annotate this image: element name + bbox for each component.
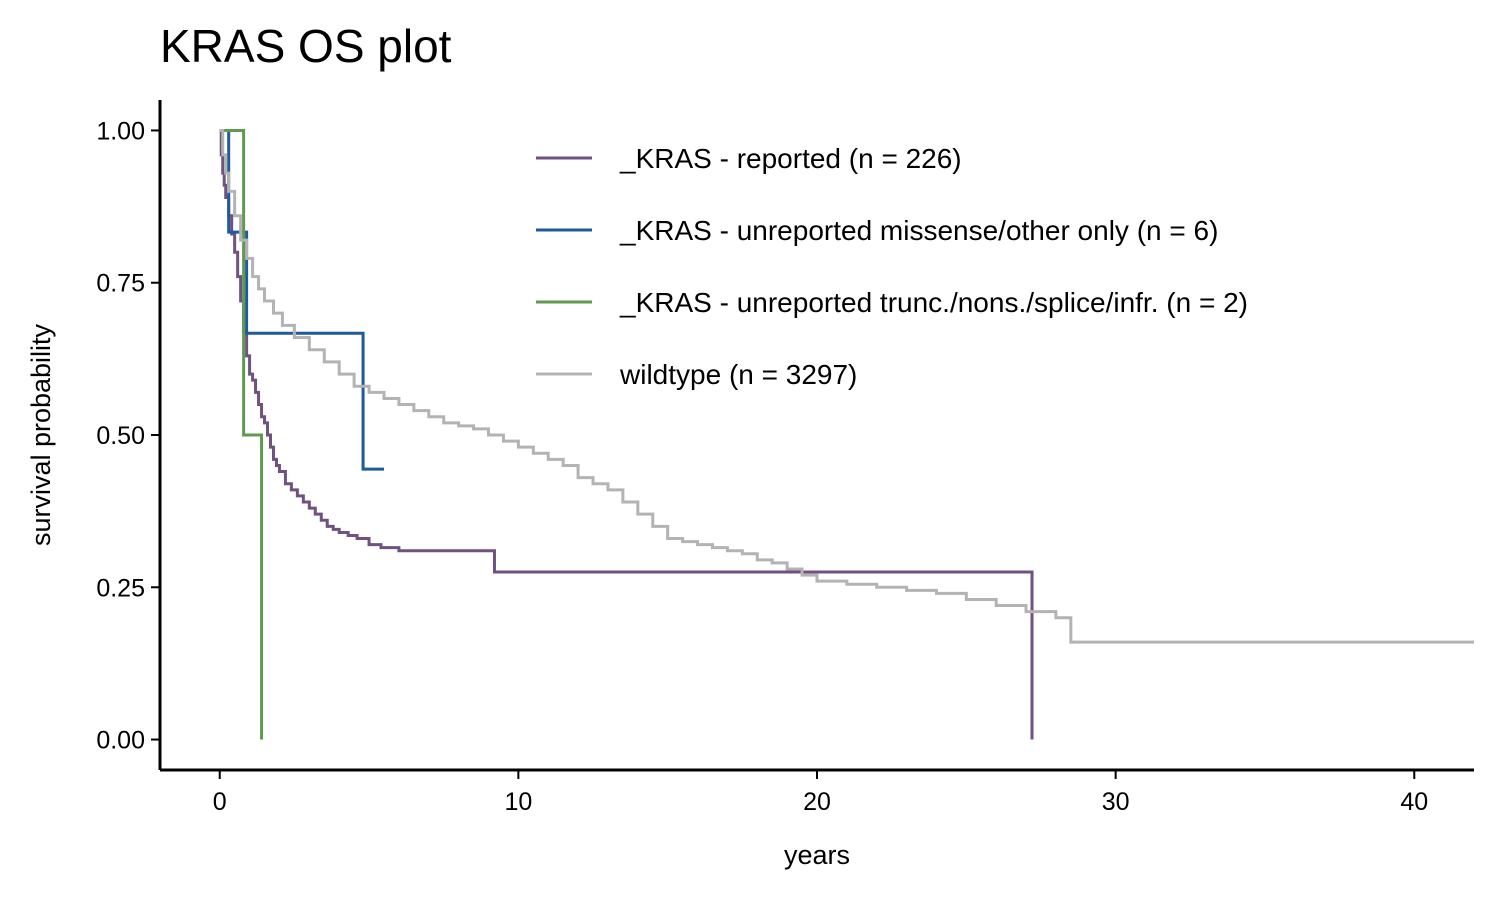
legend-label-3: _KRAS - unreported trunc./nons./splice/i…: [619, 287, 1248, 318]
x-tick-label: 0: [213, 788, 227, 816]
y-tick-label: 0.00: [96, 727, 145, 755]
series-line-3: [219, 128, 264, 740]
chart-title: KRAS OS plot: [160, 20, 452, 72]
legend: _KRAS - reported (n = 226) _KRAS - unrepo…: [536, 143, 1248, 390]
x-tick-label: 10: [504, 788, 532, 816]
legend-label-1: _KRAS - reported (n = 226): [619, 143, 962, 174]
legend-label-2: _KRAS - unreported missense/other only (…: [619, 215, 1218, 246]
series-line-1: [219, 128, 1034, 740]
y-tick-label: 0.50: [96, 422, 145, 450]
axes: 0 10 20 30 40 0.00 0.25 0.50 0.75 1.00: [96, 100, 1474, 816]
y-axis-title: survival probability: [26, 323, 56, 546]
x-tick-label: 20: [803, 788, 831, 816]
x-axis-title: years: [784, 840, 850, 870]
survival-curves: [219, 128, 1474, 740]
series-line-2: [219, 128, 384, 471]
y-tick-label: 1.00: [96, 117, 145, 145]
y-tick-label: 0.25: [96, 574, 145, 602]
y-tick-label: 0.75: [96, 270, 145, 298]
series-line-4: [219, 128, 1474, 644]
x-tick-label: 40: [1400, 788, 1428, 816]
legend-label-4: wildtype (n = 3297): [619, 359, 857, 390]
x-tick-label: 30: [1102, 788, 1130, 816]
